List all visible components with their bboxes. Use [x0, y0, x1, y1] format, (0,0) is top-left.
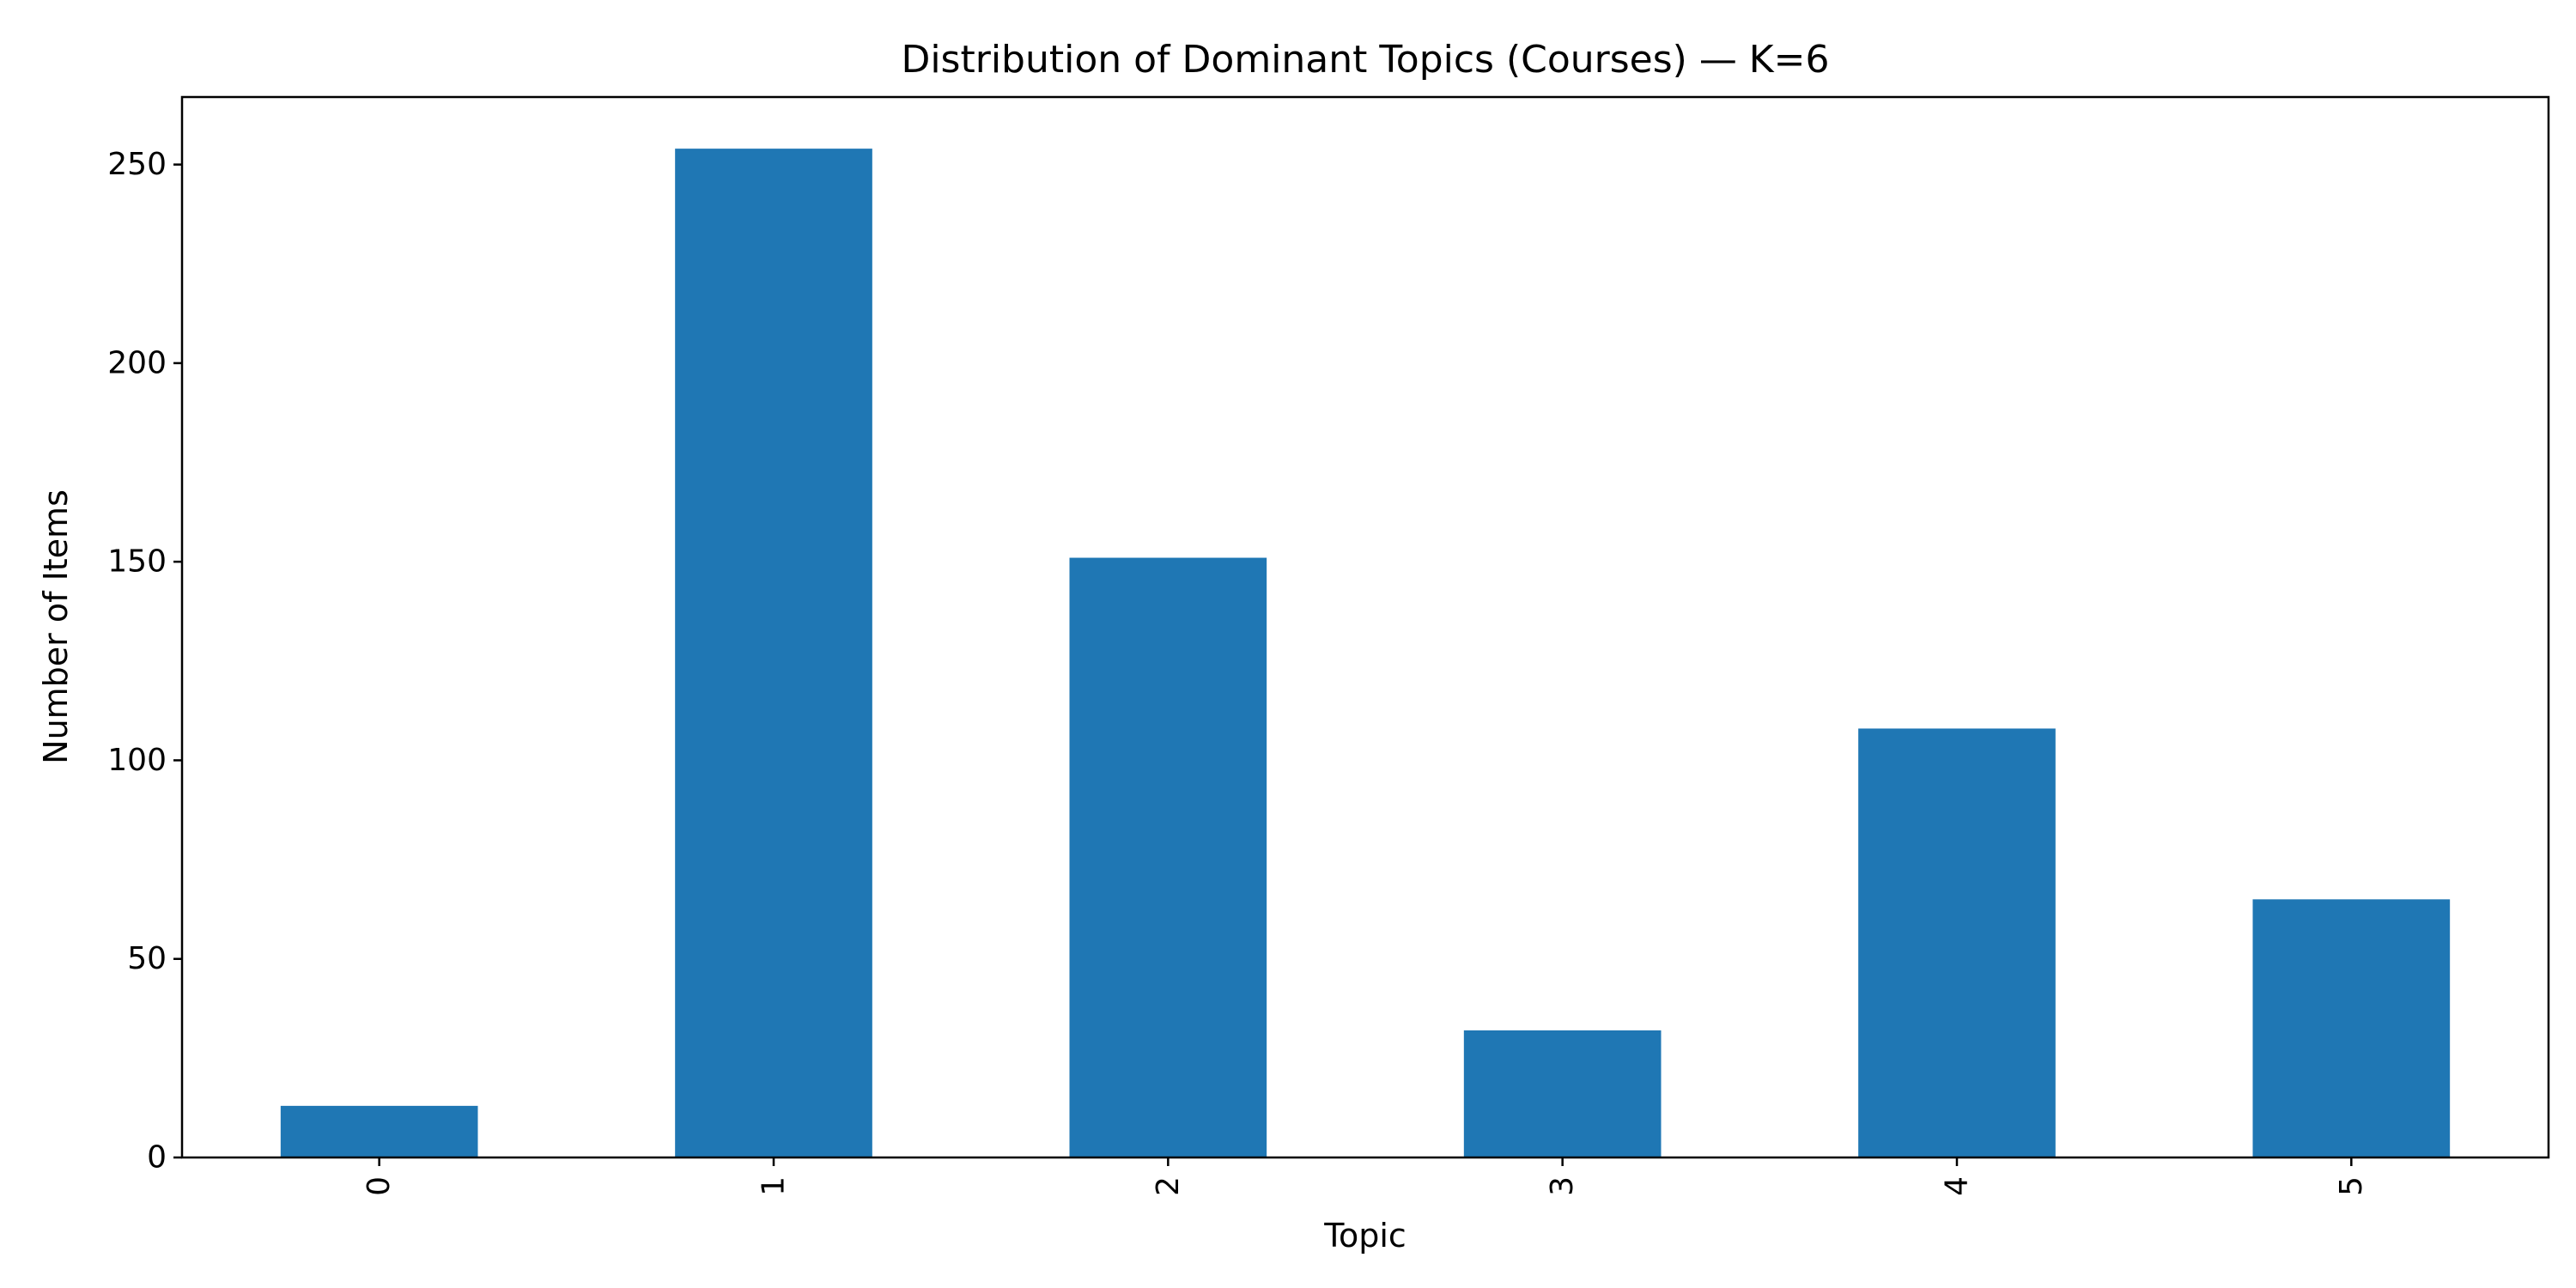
y-tick-label-100: 100 [107, 743, 167, 778]
bar-topic-2 [1069, 557, 1267, 1157]
y-axis-ticks: 0 50 100 150 200 250 [107, 147, 182, 1176]
plot-frame [180, 95, 2550, 1159]
x-axis-ticks: 0 1 2 3 4 5 [361, 1157, 2369, 1196]
y-tick-label-0: 0 [147, 1140, 167, 1176]
y-tick-label-150: 150 [107, 544, 167, 580]
bar-topic-5 [2252, 899, 2451, 1157]
x-tick-label-5: 5 [2334, 1176, 2369, 1196]
y-tick-label-50: 50 [127, 941, 167, 976]
x-tick-label-1: 1 [756, 1176, 792, 1196]
x-tick-label-0: 0 [361, 1176, 397, 1196]
bars-layer [280, 149, 2451, 1157]
y-axis-label: Number of Items [37, 489, 75, 764]
y-tick-label-200: 200 [107, 345, 167, 380]
x-tick-label-2: 2 [1151, 1176, 1186, 1196]
bar-topic-1 [675, 149, 872, 1157]
x-tick-label-4: 4 [1940, 1176, 1975, 1196]
x-axis-label: Topic [1323, 1217, 1406, 1255]
x-tick-label-3: 3 [1545, 1176, 1580, 1196]
bar-topic-3 [1463, 1030, 1662, 1157]
bar-topic-0 [280, 1105, 478, 1157]
chart-title: Distribution of Dominant Topics (Courses… [901, 38, 1829, 82]
bar-topic-4 [1858, 728, 2056, 1157]
y-tick-label-250: 250 [107, 147, 167, 182]
